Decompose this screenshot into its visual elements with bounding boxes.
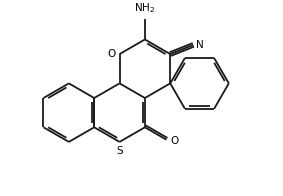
Text: O: O <box>170 136 179 146</box>
Text: NH$_2$: NH$_2$ <box>134 1 155 15</box>
Text: O: O <box>108 49 116 59</box>
Text: N: N <box>196 40 203 50</box>
Text: S: S <box>116 146 123 156</box>
